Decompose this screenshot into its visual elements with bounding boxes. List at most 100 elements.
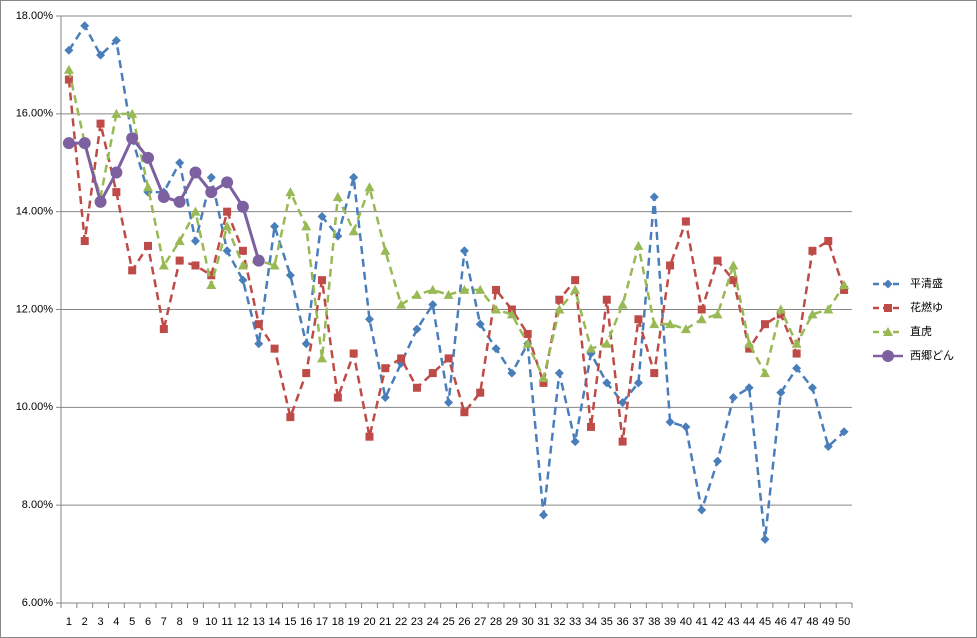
legend-label: 平清盛 xyxy=(910,276,943,290)
y-tick-label: 6.00% xyxy=(22,597,53,609)
data-point xyxy=(333,393,342,402)
data-point xyxy=(507,368,517,378)
data-point xyxy=(207,271,216,280)
x-tick-label: 33 xyxy=(569,616,581,628)
data-point xyxy=(348,226,359,236)
data-point xyxy=(585,343,596,353)
x-tick-label: 2 xyxy=(82,616,88,628)
data-point xyxy=(96,119,105,128)
legend-label: 西郷どん xyxy=(910,348,954,362)
data-point xyxy=(223,207,232,216)
data-point xyxy=(571,276,580,285)
x-tick-label: 20 xyxy=(363,616,375,628)
data-point xyxy=(633,240,644,250)
x-tick-label: 21 xyxy=(379,616,391,628)
data-point xyxy=(285,270,295,280)
data-point xyxy=(237,260,248,270)
data-point xyxy=(539,378,548,387)
data-point xyxy=(190,206,201,216)
data-point xyxy=(80,237,89,246)
x-tick-label: 46 xyxy=(775,616,787,628)
y-tick-label: 16.00% xyxy=(16,108,54,120)
x-tick-label: 1 xyxy=(66,616,72,628)
x-tick-label: 6 xyxy=(145,616,151,628)
data-point xyxy=(349,172,359,182)
x-tick-label: 8 xyxy=(177,616,183,628)
data-point xyxy=(396,299,407,309)
x-tick-label: 17 xyxy=(316,616,328,628)
data-point xyxy=(696,314,707,324)
data-point xyxy=(760,320,769,329)
x-tick-label: 40 xyxy=(680,616,692,628)
data-point xyxy=(823,441,833,451)
data-point xyxy=(808,246,817,255)
data-point xyxy=(236,200,249,213)
legend-marker xyxy=(883,279,893,289)
data-point xyxy=(840,285,849,294)
data-point xyxy=(744,383,754,393)
x-tick-label: 38 xyxy=(648,616,660,628)
data-point xyxy=(411,289,422,299)
data-point xyxy=(252,254,265,267)
data-point xyxy=(62,137,75,150)
data-point xyxy=(175,256,184,265)
y-tick-label: 14.00% xyxy=(16,206,54,218)
legend-label: 花燃ゆ xyxy=(910,300,943,314)
data-point xyxy=(174,236,185,246)
x-tick-label: 35 xyxy=(601,616,613,628)
data-point xyxy=(205,186,218,199)
data-point xyxy=(127,108,138,118)
data-point xyxy=(506,309,517,319)
x-tick-label: 7 xyxy=(161,616,167,628)
data-point xyxy=(475,319,485,329)
data-point xyxy=(64,45,74,55)
data-point xyxy=(301,221,312,231)
x-tick-label: 29 xyxy=(506,616,518,628)
x-tick-label: 10 xyxy=(205,616,217,628)
x-tick-label: 36 xyxy=(616,616,628,628)
data-point xyxy=(128,266,137,275)
data-point xyxy=(681,217,690,226)
data-point xyxy=(729,276,738,285)
data-point xyxy=(381,364,390,373)
x-tick-label: 31 xyxy=(537,616,549,628)
y-tick-label: 18.00% xyxy=(16,10,54,22)
data-point xyxy=(617,299,628,309)
data-point xyxy=(792,349,801,358)
data-point xyxy=(221,176,234,189)
data-point xyxy=(364,314,374,324)
data-point xyxy=(444,397,454,407)
series-line xyxy=(67,79,846,442)
data-point xyxy=(302,369,311,378)
x-tick-label: 44 xyxy=(743,616,755,628)
data-point xyxy=(380,245,391,255)
x-tick-label: 22 xyxy=(395,616,407,628)
x-tick-label: 14 xyxy=(268,616,280,628)
data-point xyxy=(142,151,155,164)
data-point xyxy=(444,354,453,363)
data-point xyxy=(665,417,675,427)
data-point xyxy=(839,280,850,290)
data-point xyxy=(649,192,659,202)
data-point xyxy=(301,339,311,349)
data-point xyxy=(222,246,232,256)
data-point xyxy=(712,309,723,319)
data-point xyxy=(713,256,722,265)
data-point xyxy=(270,344,279,353)
data-point xyxy=(175,158,185,168)
data-point xyxy=(285,187,296,197)
data-point xyxy=(111,108,122,118)
y-tick-label: 12.00% xyxy=(16,303,54,315)
data-point xyxy=(759,368,770,378)
data-point xyxy=(491,304,502,314)
x-tick-label: 50 xyxy=(838,616,850,628)
data-point xyxy=(728,260,739,270)
data-point xyxy=(634,315,643,324)
data-point xyxy=(286,413,295,422)
x-tick-label: 32 xyxy=(553,616,565,628)
data-point xyxy=(94,195,107,208)
data-point xyxy=(269,260,280,270)
data-point xyxy=(412,383,421,392)
data-point xyxy=(728,393,738,403)
